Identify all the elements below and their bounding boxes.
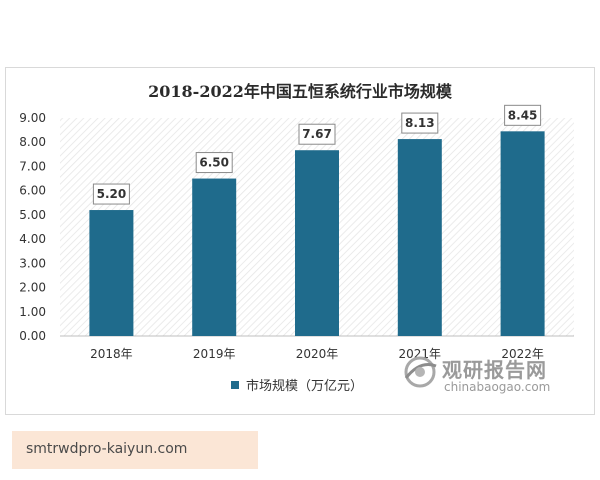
data-label-box [195,152,233,174]
footer-banner[interactable]: smtrwdpro-kaiyun.com [12,431,258,469]
x-tick-label: 2019年 [193,347,236,361]
legend-label: 市场规模（万亿元） [246,378,363,394]
data-label: 5.20 [97,187,127,201]
bar [295,150,339,336]
bar [397,139,442,336]
chart-title: 2018-2022年中国五恒系统行业市场规模 [148,82,453,101]
x-axis-ticks: 2018年 2019年 2020年 2021年 2022年 [90,347,544,361]
legend: 市场规模（万亿元） [231,378,363,394]
x-tick-label: 2021年 [399,347,442,361]
bar [192,178,237,336]
watermark-logo-icon [404,356,437,388]
data-label: 6.50 [199,156,229,170]
x-tick-label: 2022年 [501,347,544,361]
data-label-box [298,123,336,145]
data-label-box [401,112,439,134]
data-label: 7.67 [302,127,332,141]
data-label: 8.13 [405,116,435,130]
y-tick-label: 4.00 [19,232,46,246]
y-tick-label: 9.00 [19,111,46,125]
bar-chart: 2018-2022年中国五恒系统行业市场规模 0.00 1.00 2.00 3.00 4… [19,82,574,394]
y-tick-label: 3.00 [19,256,46,270]
y-tick-label: 0.00 [19,329,46,343]
bar [500,131,545,336]
watermark-url: chinabaogao.com [444,380,551,394]
data-label-box [92,183,130,205]
data-label-box [504,104,542,126]
y-axis-ticks: 0.00 1.00 2.00 3.00 4.00 5.00 6.00 7.00 8.00 9.00 [19,111,46,343]
chart-card: 2018-2022年中国五恒系统行业市场规模 0.00 1.00 2.00 3.00 4… [5,67,595,415]
y-tick-label: 5.00 [19,208,46,222]
y-tick-label: 8.00 [19,135,46,149]
bar-series: 5.20 6.50 7.67 8.13 8.45 [89,104,545,336]
y-tick-label: 7.00 [19,159,46,173]
legend-swatch [231,381,239,389]
data-label: 8.45 [508,108,538,122]
watermark-name: 观研报告网 [442,358,547,382]
bar [89,210,134,336]
x-tick-label: 2020年 [296,347,339,361]
y-tick-label: 1.00 [19,305,46,319]
y-tick-label: 2.00 [19,281,46,295]
x-tick-label: 2018年 [90,347,133,361]
y-tick-label: 6.00 [19,184,46,198]
watermark: 观研报告网 chinabaogao.com [400,352,580,400]
footer-link-text[interactable]: smtrwdpro-kaiyun.com [26,441,188,457]
